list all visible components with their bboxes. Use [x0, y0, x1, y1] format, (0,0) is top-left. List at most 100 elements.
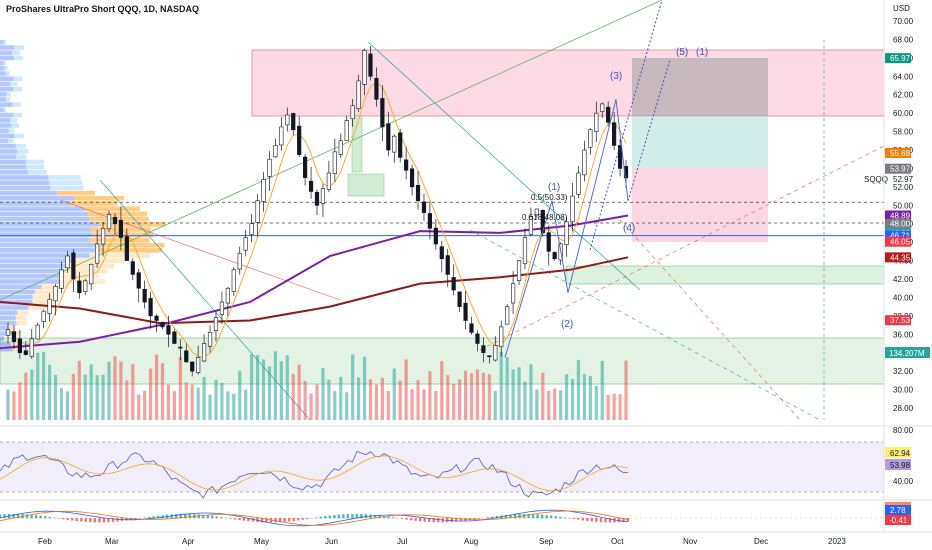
candle-body [291, 113, 296, 131]
volume-profile-bar [13, 55, 24, 61]
candle-body [207, 332, 213, 347]
volume-profile-bar [0, 232, 92, 237]
candle-body [392, 135, 397, 153]
volume-profile-bar [0, 154, 17, 159]
volume-profile-bar [10, 118, 18, 123]
candle-body [237, 252, 242, 270]
rsi-tick-40: 40.00 [893, 477, 914, 486]
volume-profile-bar [12, 331, 22, 336]
macd-histogram-bar [265, 518, 268, 523]
candle-body [255, 200, 260, 223]
volume-profile-bar [32, 294, 55, 300]
volume-profile-bar [74, 196, 125, 201]
volume-bar [166, 384, 171, 420]
macd-histogram-bar [337, 514, 341, 519]
candle-body [142, 288, 147, 303]
volume-profile-bar [0, 185, 51, 191]
macd-histogram-bar [301, 518, 304, 520]
volume-bar [398, 380, 402, 420]
volume-bar [178, 357, 182, 420]
volume-bar [469, 373, 474, 420]
volume-bar [410, 389, 414, 420]
volume-bar [362, 356, 367, 420]
macd-histogram-bar [405, 518, 408, 520]
price-tag [885, 210, 911, 221]
volume-profile-bar [15, 315, 27, 321]
macd-histogram-bar [179, 513, 182, 519]
volume-bar [582, 374, 587, 420]
candle-body [178, 346, 183, 349]
price-tick-label: 70.00 [893, 17, 914, 26]
macd-histogram-bar [319, 516, 322, 519]
volume-bar [547, 390, 551, 420]
volume-bar [143, 390, 147, 420]
candle-body [53, 286, 58, 302]
macd-histogram-bar [572, 518, 575, 520]
macd-histogram-bar [156, 515, 160, 519]
price-tag [885, 236, 911, 247]
volume-profile-bar [70, 201, 118, 206]
macd-histogram-bar [342, 514, 345, 519]
volume-profile-bar [0, 300, 33, 305]
volume-bar [297, 364, 301, 420]
volume-profile-bar [7, 138, 14, 144]
macd-histogram-bar [211, 515, 214, 519]
macd-histogram-bar [595, 518, 598, 522]
candle-body [267, 158, 272, 177]
volume-bar [6, 389, 10, 420]
rsi-value-tag [885, 447, 911, 458]
volume-bar [303, 380, 307, 420]
candle-body [249, 223, 254, 235]
volume-profile-bar [0, 112, 14, 118]
macd-histogram-bar [62, 518, 65, 520]
candle-body [534, 208, 539, 216]
macd-histogram-bar [278, 518, 282, 523]
volume-bar [190, 384, 194, 420]
macd-histogram-bar [559, 516, 562, 519]
price-tick-label: 30.00 [893, 386, 914, 395]
channel-projection [589, 0, 663, 251]
rsi-signal-line [0, 455, 629, 492]
candle-body [59, 269, 64, 289]
price-tag-label: 44.35 [890, 253, 911, 262]
macd-histogram-bar [53, 517, 56, 519]
price-tag-label: 48.89 [890, 212, 911, 221]
volume-bar [374, 384, 379, 420]
volume-profile-bar [32, 300, 55, 305]
candle-body [475, 333, 480, 344]
candle-body [481, 345, 486, 354]
volume-profile-bar [0, 237, 90, 243]
candle-body [374, 77, 379, 100]
volume-profile-bar [11, 50, 20, 55]
volume-bar [499, 351, 503, 420]
volume-bar [327, 379, 331, 420]
volume-profile-bar [17, 310, 29, 315]
macd-histogram-bar [89, 518, 92, 523]
volume-profile-bar [97, 248, 163, 253]
candle-body [368, 53, 373, 77]
candle-body [136, 272, 141, 289]
volume-profile-bar [3, 107, 6, 113]
volume-profile-bar [0, 138, 8, 144]
candle-body [326, 172, 331, 190]
candle-body [243, 237, 248, 251]
volume-bar [463, 370, 468, 420]
macd-histogram-bar [355, 513, 359, 519]
candlesticks [5, 46, 629, 377]
candle-body [457, 291, 462, 307]
volume-profile-bar [0, 222, 100, 227]
macd-histogram-bar [577, 518, 580, 520]
candle-body [100, 228, 106, 245]
volume-profile-bar [0, 123, 12, 128]
rsi-signal-tag [885, 459, 911, 470]
macd-histogram-bar [184, 513, 187, 519]
volume-profile-bar [0, 206, 84, 211]
macd-histogram-bar [437, 518, 440, 523]
candle-body [196, 357, 201, 373]
volume-bar [285, 355, 289, 420]
volume-profile-bar [11, 341, 19, 347]
volume-bar [250, 354, 254, 420]
volume-bar [576, 359, 581, 420]
volume-bar [600, 360, 604, 420]
